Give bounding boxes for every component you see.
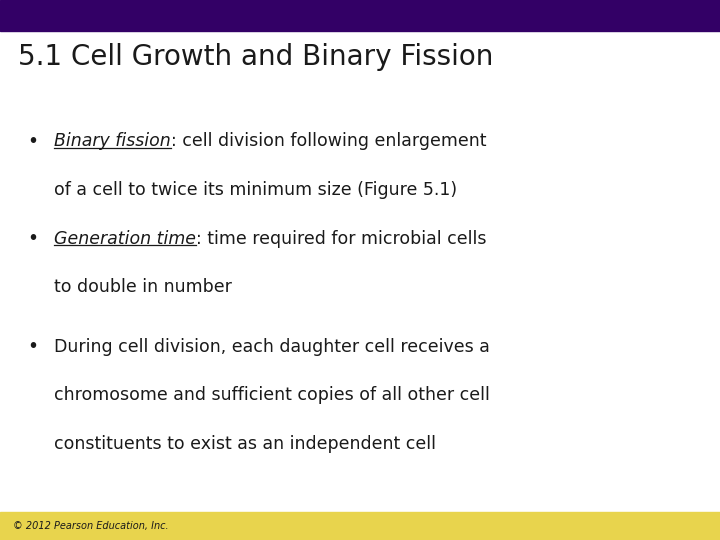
Text: of a cell to twice its minimum size (Figure 5.1): of a cell to twice its minimum size (Fig…	[54, 181, 457, 199]
Text: © 2012 Pearson Education, Inc.: © 2012 Pearson Education, Inc.	[13, 521, 168, 531]
Text: Binary fission: Binary fission	[54, 132, 171, 150]
Text: •: •	[27, 338, 38, 356]
Text: •: •	[27, 132, 38, 151]
Bar	[0, 0, 720, 31]
Text: •: •	[27, 230, 38, 248]
Text: chromosome and sufficient copies of all other cell: chromosome and sufficient copies of all …	[54, 386, 490, 404]
Text: : cell division following enlargement: : cell division following enlargement	[171, 132, 486, 150]
Text: : time required for microbial cells: : time required for microbial cells	[196, 230, 487, 247]
Text: During cell division, each daughter cell receives a: During cell division, each daughter cell…	[54, 338, 490, 355]
Text: constituents to exist as an independent cell: constituents to exist as an independent …	[54, 435, 436, 453]
Text: to double in number: to double in number	[54, 278, 232, 296]
Text: Generation time: Generation time	[54, 230, 196, 247]
Bar	[0, 512, 720, 540]
Text: 5.1 Cell Growth and Binary Fission: 5.1 Cell Growth and Binary Fission	[18, 43, 493, 71]
